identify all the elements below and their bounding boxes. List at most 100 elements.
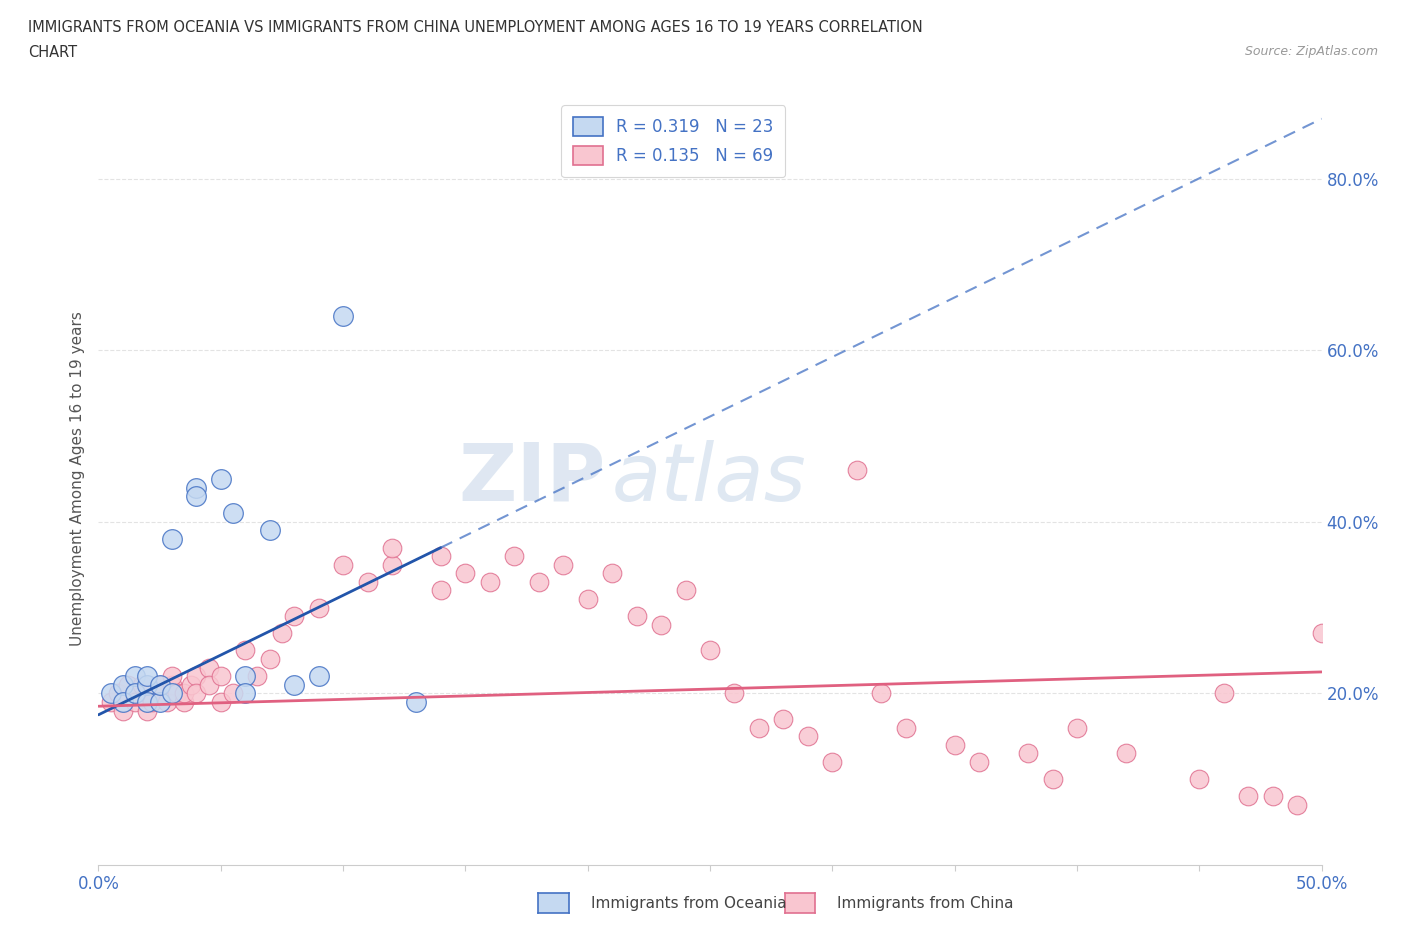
Point bbox=[136, 695, 159, 710]
Point bbox=[381, 557, 404, 572]
Point bbox=[308, 600, 330, 615]
Point bbox=[430, 583, 453, 598]
Text: IMMIGRANTS FROM OCEANIA VS IMMIGRANTS FROM CHINA UNEMPLOYMENT AMONG AGES 16 TO 1: IMMIGRANTS FROM OCEANIA VS IMMIGRANTS FR… bbox=[28, 20, 922, 35]
Point bbox=[699, 643, 721, 658]
Point bbox=[381, 540, 404, 555]
Point bbox=[209, 472, 232, 486]
Point bbox=[233, 686, 256, 701]
Point bbox=[180, 677, 202, 692]
Point bbox=[1042, 772, 1064, 787]
Point bbox=[1066, 720, 1088, 735]
Point bbox=[149, 686, 172, 701]
Point bbox=[845, 463, 868, 478]
Point bbox=[160, 686, 183, 701]
Point bbox=[222, 506, 245, 521]
Point bbox=[173, 686, 195, 701]
Text: Immigrants from China: Immigrants from China bbox=[837, 897, 1014, 911]
Point bbox=[1017, 746, 1039, 761]
Point bbox=[100, 695, 122, 710]
Y-axis label: Unemployment Among Ages 16 to 19 years: Unemployment Among Ages 16 to 19 years bbox=[69, 312, 84, 646]
Point bbox=[197, 660, 219, 675]
Point bbox=[141, 695, 163, 710]
Point bbox=[136, 669, 159, 684]
Point bbox=[149, 695, 172, 710]
Point bbox=[233, 669, 256, 684]
Point bbox=[748, 720, 770, 735]
Point bbox=[478, 575, 501, 590]
Point bbox=[454, 565, 477, 580]
Point bbox=[124, 686, 146, 701]
Point bbox=[149, 677, 172, 692]
Point bbox=[160, 532, 183, 547]
Point bbox=[1237, 789, 1260, 804]
Point bbox=[356, 575, 378, 590]
Point bbox=[503, 549, 526, 564]
Point bbox=[1261, 789, 1284, 804]
Point bbox=[197, 677, 219, 692]
Point bbox=[233, 643, 256, 658]
Point bbox=[943, 737, 966, 752]
Point bbox=[283, 677, 305, 692]
Point bbox=[111, 703, 134, 718]
Point bbox=[967, 754, 990, 769]
Point bbox=[149, 677, 172, 692]
Point bbox=[186, 686, 208, 701]
Point bbox=[160, 677, 183, 692]
Point bbox=[772, 711, 794, 726]
Point bbox=[117, 677, 139, 692]
Point bbox=[1310, 626, 1333, 641]
Point bbox=[1286, 797, 1309, 812]
Point bbox=[111, 677, 134, 692]
Point bbox=[136, 686, 159, 701]
Text: Source: ZipAtlas.com: Source: ZipAtlas.com bbox=[1244, 45, 1378, 58]
Point bbox=[797, 729, 820, 744]
Point bbox=[553, 557, 575, 572]
Point bbox=[156, 695, 179, 710]
Point bbox=[186, 488, 208, 503]
Point bbox=[650, 618, 672, 632]
Point bbox=[675, 583, 697, 598]
Point bbox=[332, 557, 354, 572]
Point bbox=[270, 626, 294, 641]
Point bbox=[430, 549, 453, 564]
Point bbox=[821, 754, 844, 769]
Point bbox=[894, 720, 917, 735]
Point bbox=[111, 695, 134, 710]
Point bbox=[107, 686, 129, 701]
Text: atlas: atlas bbox=[612, 440, 807, 518]
Point bbox=[100, 686, 122, 701]
Point bbox=[626, 609, 648, 624]
Point bbox=[259, 652, 281, 667]
Point bbox=[600, 565, 623, 580]
Point bbox=[124, 669, 146, 684]
Point bbox=[209, 695, 232, 710]
Text: Immigrants from Oceania: Immigrants from Oceania bbox=[591, 897, 786, 911]
Text: CHART: CHART bbox=[28, 45, 77, 60]
Point bbox=[131, 677, 153, 692]
Point bbox=[186, 480, 208, 495]
Point bbox=[124, 686, 146, 701]
Text: ZIP: ZIP bbox=[458, 440, 606, 518]
Point bbox=[166, 686, 188, 701]
Point bbox=[124, 695, 146, 710]
Point bbox=[173, 695, 195, 710]
Point bbox=[222, 686, 245, 701]
Point bbox=[576, 591, 599, 606]
Point bbox=[1212, 686, 1234, 701]
Point bbox=[136, 677, 159, 692]
Point bbox=[259, 523, 281, 538]
Point bbox=[723, 686, 745, 701]
Point bbox=[186, 669, 208, 684]
Point bbox=[870, 686, 893, 701]
Point bbox=[1115, 746, 1137, 761]
Point bbox=[136, 703, 159, 718]
Legend: R = 0.319   N = 23, R = 0.135   N = 69: R = 0.319 N = 23, R = 0.135 N = 69 bbox=[561, 105, 786, 177]
Point bbox=[160, 669, 183, 684]
Point bbox=[332, 309, 354, 324]
Point bbox=[405, 695, 427, 710]
Point bbox=[527, 575, 550, 590]
Point bbox=[1188, 772, 1211, 787]
Point bbox=[209, 669, 232, 684]
Point bbox=[308, 669, 330, 684]
Point bbox=[246, 669, 269, 684]
